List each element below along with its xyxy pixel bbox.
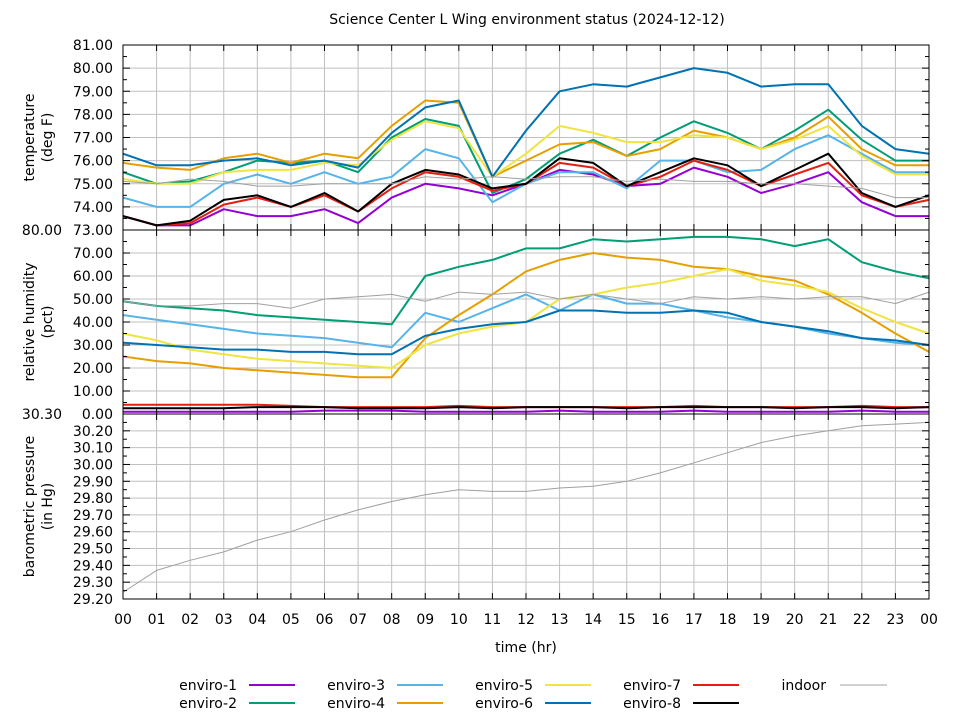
legend-item: enviro-5 bbox=[475, 678, 591, 694]
x-tick-label: 02 bbox=[181, 612, 199, 628]
x-tick-label: 20 bbox=[786, 612, 804, 628]
y-tick-label: 30.00 bbox=[73, 457, 113, 473]
y-tick-label: 80.00 bbox=[73, 61, 113, 77]
x-tick-label: 10 bbox=[450, 612, 468, 628]
x-axis-label: time (hr) bbox=[495, 640, 557, 656]
y-tick-label: 73.00 bbox=[73, 223, 113, 239]
x-tick-label: 04 bbox=[248, 612, 266, 628]
y-tick-label: 29.90 bbox=[73, 474, 113, 490]
y-tick-label: 77.00 bbox=[73, 131, 113, 147]
x-tick-label: 12 bbox=[517, 612, 535, 628]
y-tick-label: 30.20 bbox=[73, 424, 113, 440]
series-line-enviro-6 bbox=[122, 67, 930, 178]
y-tick-label: 29.60 bbox=[73, 525, 113, 541]
y-tick-label: 70.00 bbox=[73, 246, 113, 262]
axes bbox=[122, 44, 930, 600]
y-tick-label: 29.20 bbox=[73, 592, 113, 608]
x-tick-label: 09 bbox=[416, 612, 434, 628]
x-tick-label: 05 bbox=[282, 612, 300, 628]
x-tick-label: 21 bbox=[819, 612, 837, 628]
y-tick-label: 79.00 bbox=[73, 84, 113, 100]
y-tick-label: 81.00 bbox=[73, 38, 113, 54]
y-axis-label: (pct) bbox=[40, 306, 56, 339]
x-tick-label: 22 bbox=[853, 612, 871, 628]
y-axis-label: barometric pressure bbox=[22, 436, 38, 577]
legend-item: enviro-8 bbox=[623, 696, 739, 712]
legend-label: enviro-1 bbox=[179, 678, 237, 694]
chart-title: Science Center L Wing environment status… bbox=[329, 12, 725, 28]
legend-label: enviro-5 bbox=[475, 678, 533, 694]
legend-item: enviro-2 bbox=[179, 696, 295, 712]
x-tick-label: 08 bbox=[383, 612, 401, 628]
legend-label: enviro-6 bbox=[475, 696, 533, 712]
series-line-enviro-8 bbox=[122, 152, 930, 227]
series-line-enviro-6 bbox=[122, 309, 930, 356]
legend-item: enviro-1 bbox=[179, 678, 295, 694]
x-tick-label: 19 bbox=[752, 612, 770, 628]
x-tick-label: 00 bbox=[114, 612, 132, 628]
legend-item: enviro-6 bbox=[475, 696, 591, 712]
series-line-enviro-2 bbox=[122, 235, 930, 326]
legend-item: enviro-4 bbox=[327, 696, 443, 712]
y-tick-label: 40.00 bbox=[73, 315, 113, 331]
y-tick-label: 74.00 bbox=[73, 200, 113, 216]
legend-label: enviro-4 bbox=[327, 696, 385, 712]
x-tick-label: 15 bbox=[618, 612, 636, 628]
legend-item: enviro-7 bbox=[623, 678, 739, 694]
y-tick-label: 29.30 bbox=[73, 575, 113, 591]
y-tick-label: 50.00 bbox=[73, 292, 113, 308]
x-tick-label: 07 bbox=[349, 612, 367, 628]
legend-label: enviro-8 bbox=[623, 696, 681, 712]
panel-frame bbox=[122, 413, 930, 600]
y-axis-label: (deg F) bbox=[40, 113, 56, 163]
y-axis-label: temperature bbox=[22, 94, 38, 182]
grid-lines bbox=[122, 44, 930, 600]
legend-item: enviro-3 bbox=[327, 678, 443, 694]
x-tick-label: 14 bbox=[584, 612, 602, 628]
legend-item: indoor bbox=[781, 678, 887, 694]
legend-label: enviro-2 bbox=[179, 696, 237, 712]
x-tick-label: 06 bbox=[316, 612, 334, 628]
y-tick-label: 60.00 bbox=[73, 269, 113, 285]
y-tick-label: 30.30 bbox=[22, 407, 62, 423]
series-line-indoor bbox=[122, 291, 930, 309]
y-tick-label: 76.00 bbox=[73, 154, 113, 170]
series-line-indoor bbox=[122, 421, 930, 593]
y-tick-label: 0.00 bbox=[82, 407, 113, 423]
y-tick-label: 29.40 bbox=[73, 558, 113, 574]
legend-label: indoor bbox=[781, 678, 826, 694]
legend: enviro-1 enviro-2 enviro-3 enviro-4 enviro-5… bbox=[179, 678, 887, 712]
series-line-indoor bbox=[122, 176, 929, 199]
y-tick-label: 80.00 bbox=[22, 223, 62, 239]
series-line-enviro-4 bbox=[122, 252, 930, 379]
x-tick-label: 00 bbox=[920, 612, 938, 628]
y-tick-label: 29.70 bbox=[73, 508, 113, 524]
x-tick-label: 18 bbox=[719, 612, 737, 628]
y-tick-label: 78.00 bbox=[73, 107, 113, 123]
y-axis-label: (in Hg) bbox=[40, 483, 56, 531]
legend-label: enviro-3 bbox=[327, 678, 385, 694]
y-tick-label: 20.00 bbox=[73, 361, 113, 377]
y-tick-label: 30.10 bbox=[73, 441, 113, 457]
legend-label: enviro-7 bbox=[623, 678, 681, 694]
y-tick-label: 29.50 bbox=[73, 542, 113, 558]
series-line-enviro-4 bbox=[122, 99, 929, 178]
x-tick-label: 16 bbox=[651, 612, 669, 628]
x-tick-label: 17 bbox=[685, 612, 703, 628]
series-lines bbox=[122, 67, 930, 593]
x-tick-label: 01 bbox=[148, 612, 166, 628]
y-tick-label: 10.00 bbox=[73, 384, 113, 400]
x-tick-label: 13 bbox=[551, 612, 569, 628]
tick-labels: 73.00 74.00 75.00 76.00 77.00 78.00 79.00 80.00… bbox=[22, 38, 938, 628]
y-tick-label: 30.00 bbox=[73, 338, 113, 354]
y-axis-label: relative humidity bbox=[22, 262, 38, 381]
series-line-enviro-5 bbox=[122, 120, 929, 185]
y-tick-label: 75.00 bbox=[73, 177, 113, 193]
x-tick-label: 11 bbox=[484, 612, 502, 628]
x-tick-label: 23 bbox=[887, 612, 905, 628]
x-tick-label: 03 bbox=[215, 612, 233, 628]
y-tick-label: 29.80 bbox=[73, 491, 113, 507]
